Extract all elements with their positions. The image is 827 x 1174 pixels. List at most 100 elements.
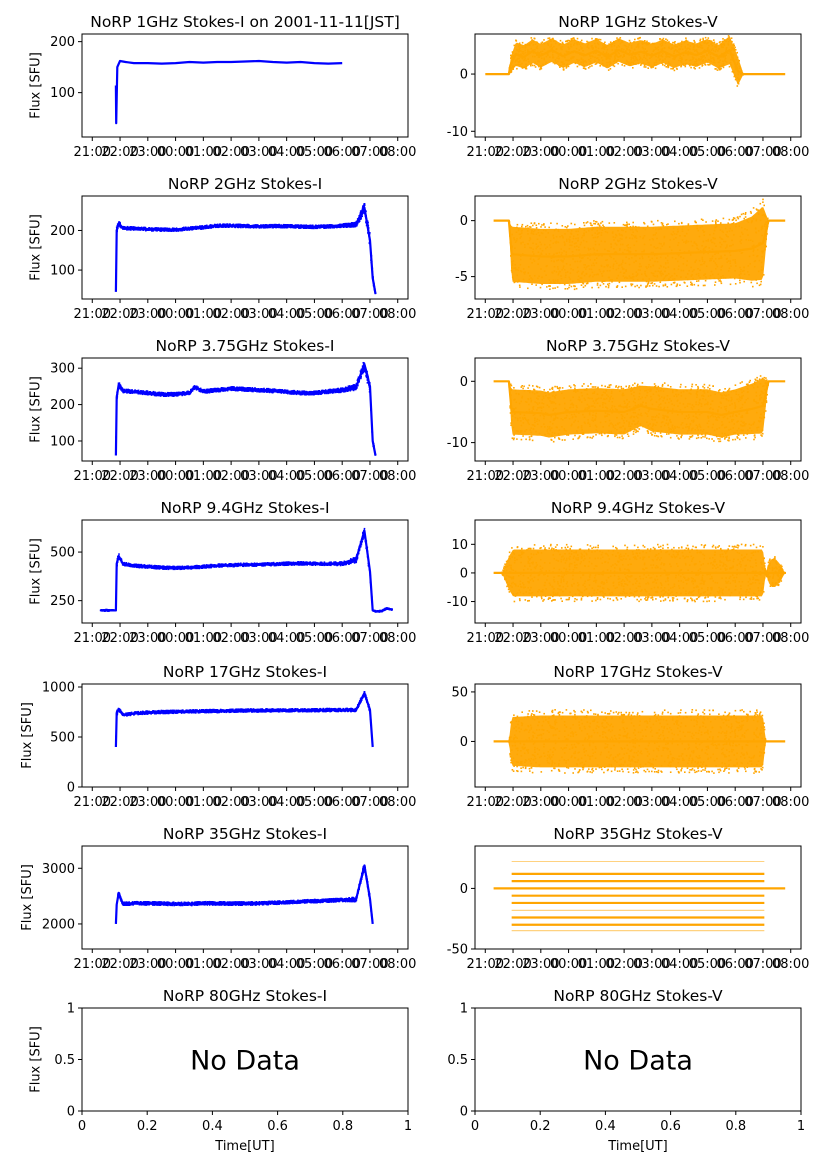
data-point xyxy=(640,285,642,287)
data-point xyxy=(650,283,652,285)
plot-area xyxy=(494,199,786,291)
data-point xyxy=(667,223,669,225)
data-point xyxy=(684,282,686,284)
data-point xyxy=(543,39,545,41)
data-point xyxy=(583,222,585,224)
data-point xyxy=(762,199,764,201)
data-point xyxy=(647,285,649,287)
data-point xyxy=(544,226,546,228)
data-point xyxy=(656,285,658,287)
plot-area xyxy=(485,35,785,87)
data-point xyxy=(593,223,595,225)
data-point xyxy=(694,284,696,286)
data-point xyxy=(718,280,720,282)
data-point xyxy=(559,66,561,68)
data-point xyxy=(540,287,542,289)
data-point xyxy=(540,226,542,228)
data-point xyxy=(694,42,696,44)
data-point xyxy=(602,221,604,223)
data-point xyxy=(556,223,558,225)
data-point xyxy=(696,280,698,282)
data-point xyxy=(678,223,680,225)
data-point xyxy=(597,284,599,286)
data-point xyxy=(548,227,550,229)
data-point xyxy=(608,69,610,71)
data-point xyxy=(598,39,600,41)
data-point xyxy=(568,287,570,289)
axes-frame xyxy=(82,34,408,137)
data-point xyxy=(516,40,518,42)
data-point xyxy=(543,224,545,226)
data-point xyxy=(565,226,567,228)
data-point xyxy=(522,42,524,44)
data-band xyxy=(485,36,785,84)
data-point xyxy=(712,220,714,222)
data-point xyxy=(698,280,700,282)
data-point xyxy=(632,67,634,69)
data-point xyxy=(531,37,533,39)
data-point xyxy=(591,65,593,67)
data-point xyxy=(666,66,668,68)
data-point xyxy=(670,68,672,70)
data-point xyxy=(643,222,645,224)
data-point xyxy=(563,69,565,71)
data-point xyxy=(691,284,693,286)
data-point xyxy=(707,64,709,66)
data-point xyxy=(690,67,692,69)
data-point xyxy=(720,222,722,224)
data-point xyxy=(517,224,519,226)
data-point xyxy=(668,66,670,68)
data-trace xyxy=(116,208,376,294)
data-point xyxy=(665,38,667,40)
data-point xyxy=(719,69,721,71)
data-point xyxy=(568,66,570,68)
data-point xyxy=(723,218,725,220)
y-axis: 100 200 xyxy=(50,224,82,279)
data-point xyxy=(577,66,579,68)
data-point xyxy=(663,285,665,287)
data-band xyxy=(494,207,786,284)
data-point xyxy=(531,222,533,224)
data-point xyxy=(539,69,541,71)
data-point xyxy=(673,282,675,284)
data-point xyxy=(735,283,737,285)
data-point xyxy=(674,70,676,72)
data-point xyxy=(627,223,629,225)
data-point xyxy=(654,283,656,285)
data-point xyxy=(737,216,739,218)
data-point xyxy=(621,64,623,66)
y-tick-label: 100 xyxy=(50,264,75,279)
data-point xyxy=(651,221,653,223)
data-point xyxy=(631,285,633,287)
data-point xyxy=(586,283,588,285)
data-point xyxy=(581,284,583,286)
data-point xyxy=(569,40,571,42)
data-point xyxy=(763,205,765,207)
plot-area xyxy=(115,203,376,294)
data-point xyxy=(644,66,646,68)
data-point xyxy=(584,225,586,227)
data-point xyxy=(667,40,669,42)
x-axis: 21:0022:0023:0000:0001:0002:0003:0004:00… xyxy=(74,137,417,160)
data-point xyxy=(685,37,687,39)
data-point xyxy=(599,65,601,67)
data-trace xyxy=(116,365,376,456)
data-point xyxy=(526,68,528,70)
y-tick-label: 200 xyxy=(50,224,75,239)
data-point xyxy=(562,225,564,227)
data-point xyxy=(115,442,117,444)
data-point xyxy=(743,218,745,220)
data-point xyxy=(716,219,718,221)
chart-title: NoRP 2GHz Stokes-V xyxy=(558,175,718,193)
data-point xyxy=(532,225,534,227)
axes-frame xyxy=(82,196,408,299)
data-point xyxy=(657,220,659,222)
data-point xyxy=(719,41,721,43)
data-point xyxy=(625,286,627,288)
y-axis-label: Flux [SFU] xyxy=(28,214,43,281)
data-point xyxy=(116,234,118,236)
data-point xyxy=(530,226,532,228)
data-point xyxy=(705,37,707,39)
